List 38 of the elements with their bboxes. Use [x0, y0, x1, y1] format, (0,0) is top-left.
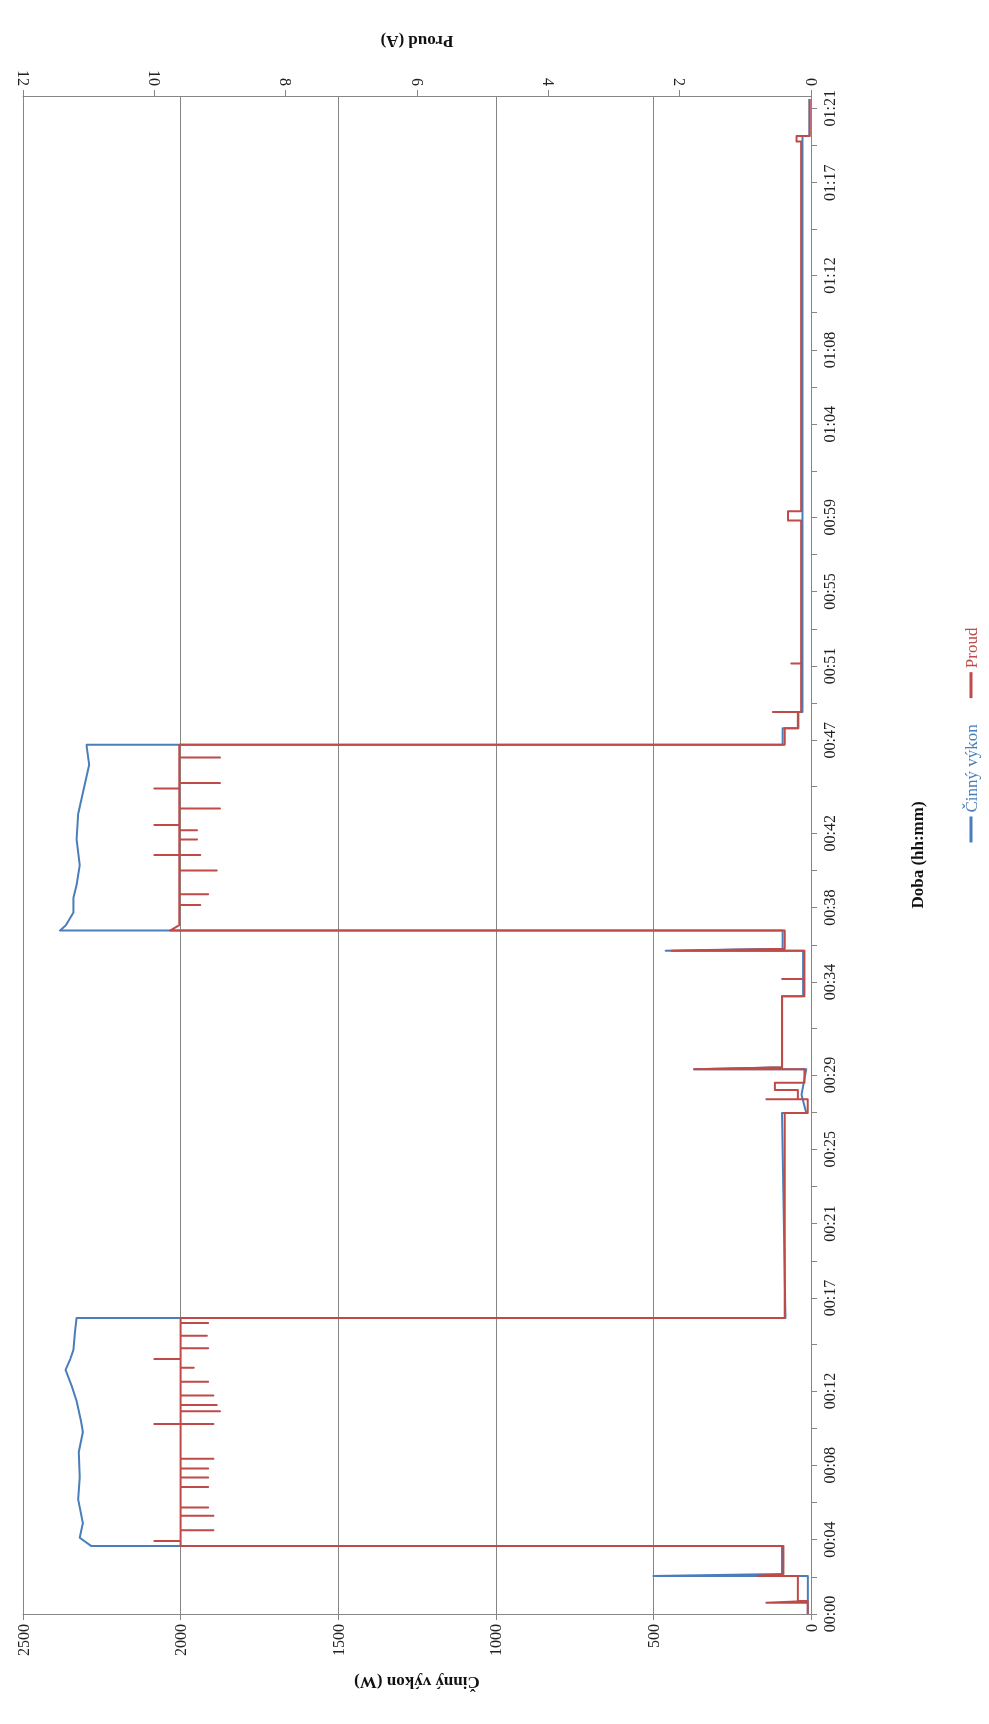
y-tick-label: 00:12 — [820, 1372, 838, 1410]
y-axis-title: Doba (hh:mm) — [908, 801, 927, 909]
x2-tick-label: 2 — [671, 78, 689, 86]
x-tick-label: 500 — [644, 1624, 662, 1648]
x-axis-title: Činný výkon (W) — [354, 1673, 480, 1692]
y-tick-label: 01:17 — [820, 164, 838, 201]
x-tick-label: 1500 — [329, 1624, 347, 1656]
x2-tick-label: 0 — [802, 78, 820, 86]
x2-tick-label: 12 — [14, 70, 32, 86]
y-tick-label: 00:17 — [820, 1279, 838, 1317]
y-tick-label: 00:34 — [820, 963, 838, 1001]
y-tick-label: 00:00 — [820, 1595, 838, 1633]
x-tick-label: 2500 — [14, 1624, 32, 1656]
y-tick-label: 00:38 — [820, 889, 838, 926]
y-tick-label: 00:29 — [820, 1056, 838, 1094]
y-tick-label: 00:25 — [820, 1131, 838, 1168]
x2-axis-title: Proud (A) — [380, 32, 454, 51]
y-tick-label: 00:51 — [820, 647, 838, 685]
y-tick-label: 00:55 — [820, 573, 838, 610]
y-tick-label: 01:08 — [820, 331, 838, 369]
y-tick-label: 01:04 — [820, 406, 838, 443]
x2-tick-label: 6 — [408, 78, 426, 86]
x2-tick-label: 10 — [145, 70, 163, 86]
y-tick-label: 00:21 — [820, 1205, 838, 1242]
y-tick-label: 00:04 — [820, 1521, 838, 1558]
y-tick-label: 00:08 — [820, 1447, 838, 1484]
y-tick-label: 00:47 — [820, 722, 838, 759]
y-tick-label: 00:42 — [820, 815, 838, 852]
y-tick-label: 00:59 — [820, 499, 838, 536]
y-tick-label: 01:12 — [820, 257, 838, 294]
text: Proud — [961, 627, 981, 669]
x-tick-label: 0 — [802, 1624, 820, 1632]
text: Činný výkon — [961, 723, 981, 813]
y-tick-label: 01:21 — [820, 90, 838, 127]
x-tick-label: 1000 — [487, 1624, 505, 1656]
x2-tick-label: 4 — [539, 78, 557, 86]
x-tick-label: 2000 — [172, 1624, 190, 1656]
x2-tick-label: 8 — [277, 78, 295, 86]
